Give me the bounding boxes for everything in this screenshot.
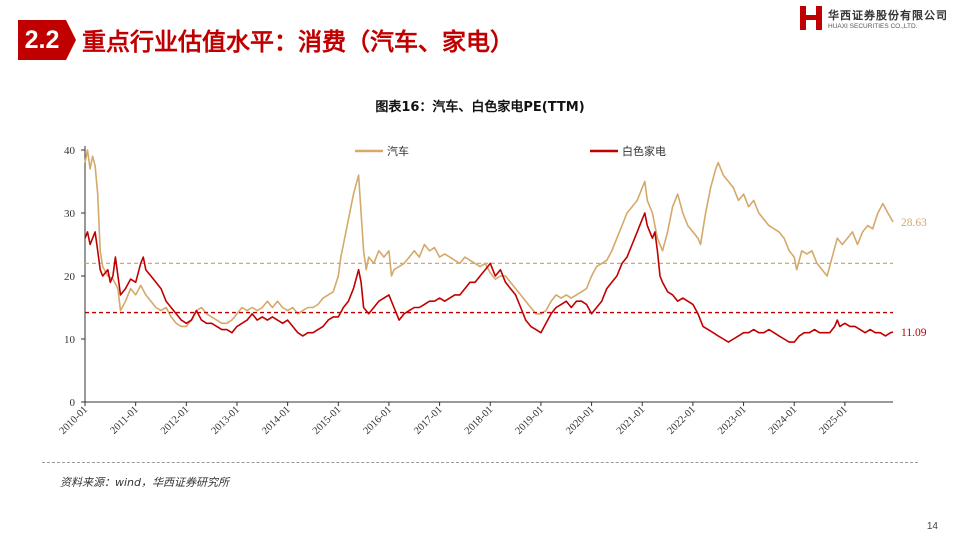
last-value-label: 28.63 [901,217,927,229]
y-tick-label: 0 [70,397,76,409]
y-tick-label: 10 [64,334,76,346]
x-tick-label: 2023-01 [716,404,749,437]
legend-label: 汽车 [387,144,409,158]
x-tick-label: 2015-01 [311,404,344,437]
pe-line-chart: 0 10 20 30 40 2010-01 2011-01 2012-01 2013-01 201… [0,0,960,470]
page-number: 14 [927,521,938,532]
divider-line [42,462,918,463]
series-line-appliance [85,213,893,342]
x-tick-label: 2014-01 [260,404,293,437]
x-tick-label: 2020-01 [564,404,597,437]
x-tick-label: 2013-01 [210,404,243,437]
x-tick-label: 2022-01 [665,404,698,437]
x-tick-label: 2018-01 [463,404,496,437]
x-tick-label: 2017-01 [412,404,445,437]
source-note: 资料来源：wind，华西证券研究所 [60,474,229,490]
x-tick-label: 2025-01 [817,404,850,437]
legend-label: 白色家电 [622,144,666,158]
x-tick-label: 2012-01 [159,404,192,437]
x-tick-label: 2021-01 [615,404,648,437]
x-tick-label: 2019-01 [514,404,547,437]
last-value-label: 11.09 [901,327,927,339]
y-tick-label: 20 [64,271,76,283]
series-line-auto [85,150,893,326]
x-tick-label: 2010-01 [58,404,91,437]
x-tick-label: 2011-01 [109,404,141,436]
y-tick-label: 40 [64,145,76,157]
y-tick-label: 30 [64,208,76,220]
x-tick-label: 2016-01 [362,404,395,437]
x-tick-label: 2024-01 [767,404,800,437]
